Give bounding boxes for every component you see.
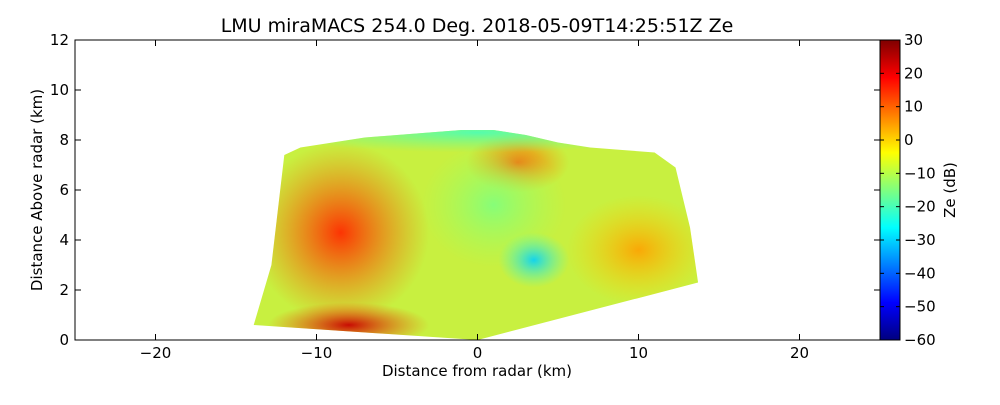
y-tick-label: 4 (59, 231, 69, 249)
chart-title: LMU miraMACS 254.0 Deg. 2018-05-09T14:25… (221, 15, 734, 37)
colorbar-label: Ze (dB) (941, 162, 959, 218)
y-tick-label: 8 (59, 131, 69, 149)
colorbar-tick-label: 30 (904, 31, 923, 49)
region-weak-echo-pocket (498, 232, 570, 288)
colorbar-tick-label: −20 (904, 198, 936, 216)
x-tick-label: 10 (629, 344, 648, 362)
colorbar-ticks: 30 20 10 0 −10 −20 −30 −40 −50 −60 (880, 31, 936, 349)
colorbar-tick-label: −10 (904, 164, 936, 182)
region-strong-echo-left (253, 142, 430, 323)
x-tick-label: 0 (473, 344, 483, 362)
region-right-precip (566, 195, 699, 305)
colorbar (879, 39, 901, 341)
y-tick-label: 10 (50, 81, 69, 99)
y-axis: 0 2 4 6 8 10 12 (50, 31, 880, 349)
y-tick-label: 0 (59, 331, 69, 349)
region-bright-band-low-left (268, 302, 430, 340)
colorbar-tick-label: 10 (904, 98, 923, 116)
x-axis: −20 −10 0 10 20 (140, 40, 809, 362)
x-axis-label: Distance from radar (km) (382, 362, 572, 380)
y-tick-label: 2 (59, 281, 69, 299)
colorbar-tick-label: 20 (904, 64, 923, 82)
x-tick-label: −20 (140, 344, 172, 362)
x-tick-label: 20 (790, 344, 809, 362)
colorbar-tick-label: 0 (904, 131, 914, 149)
y-tick-label: 12 (50, 31, 69, 49)
colorbar-tick-label: −30 (904, 231, 936, 249)
y-tick-label: 6 (59, 181, 69, 199)
colorbar-tick-label: −50 (904, 298, 936, 316)
colorbar-tick-label: −60 (904, 331, 936, 349)
y-axis-label: Distance Above radar (km) (28, 89, 46, 291)
colorbar-tick-label: −40 (904, 264, 936, 282)
x-tick-label: −10 (301, 344, 333, 362)
reflectivity-field (253, 130, 699, 340)
